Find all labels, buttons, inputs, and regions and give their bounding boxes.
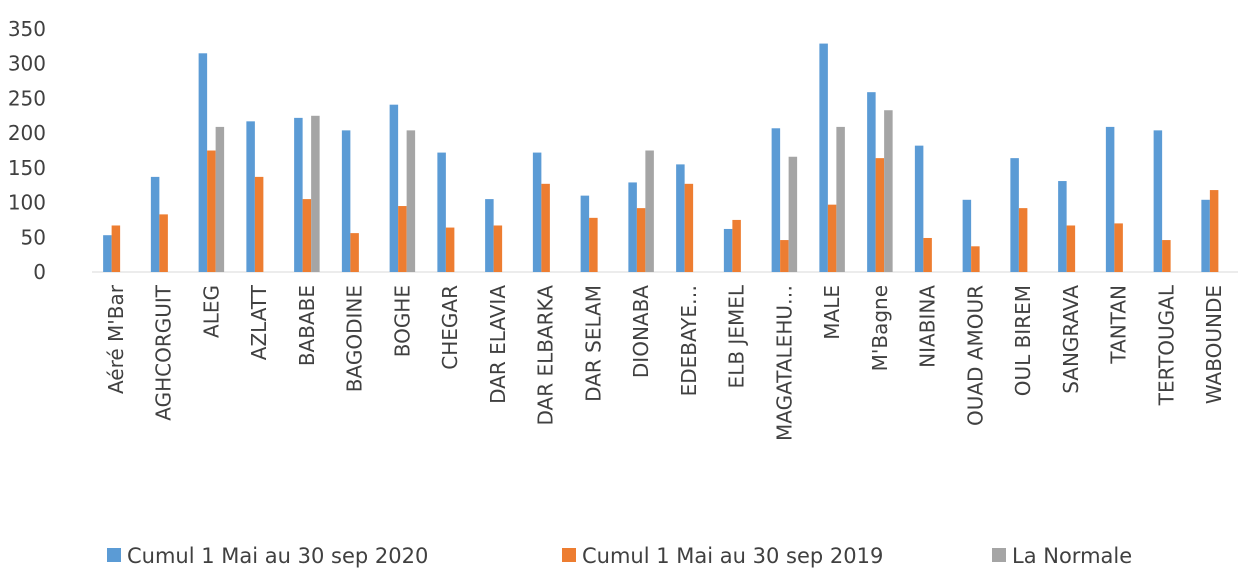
bar	[732, 219, 741, 272]
x-tick-label: EDEBAYE…	[677, 285, 701, 396]
bar	[1114, 223, 1123, 272]
x-tick-label: ELB JEMEL	[725, 284, 749, 388]
bar	[636, 208, 646, 272]
bar	[311, 115, 320, 273]
x-tick-label: BABABE	[295, 285, 319, 366]
bar	[1201, 199, 1210, 272]
legend-swatch	[992, 548, 1006, 562]
bar	[1162, 240, 1171, 272]
x-tick-label: TERTOUGAL	[1154, 284, 1178, 406]
bar	[875, 158, 885, 272]
bar	[350, 233, 359, 272]
bar	[780, 240, 789, 272]
bar	[771, 128, 781, 272]
bar	[867, 92, 876, 273]
bar	[1105, 126, 1115, 272]
x-tick-label: OUL BIREM	[1011, 285, 1035, 396]
x-tick-label: SANGRAVA	[1059, 285, 1083, 394]
bar	[150, 176, 160, 272]
bar	[302, 199, 312, 272]
bar	[1066, 225, 1076, 272]
bar	[971, 246, 980, 272]
y-tick-label: 0	[33, 260, 46, 284]
x-tick-label: DAR ELBARKA	[534, 285, 558, 426]
x-tick-label: CHEGAR	[438, 285, 462, 370]
bar	[103, 235, 112, 272]
bar	[389, 104, 399, 272]
x-tick-label: AGHCORGUIT	[152, 284, 176, 421]
y-tick-label: 100	[8, 191, 46, 215]
legend-label: La Normale	[1012, 544, 1132, 568]
bar	[1018, 208, 1028, 272]
x-tick-label: MAGATALEHU…	[772, 285, 796, 441]
x-tick-label: Aéré M'Bar	[104, 284, 128, 394]
bar	[1010, 158, 1019, 272]
bar	[398, 206, 407, 272]
x-tick-label: NIABINA	[916, 285, 940, 368]
x-tick-label: ALEG	[199, 285, 223, 338]
y-tick-label: 150	[8, 156, 46, 180]
y-tick-label: 350	[8, 17, 46, 41]
bar	[215, 126, 225, 272]
bar	[1058, 181, 1067, 272]
y-tick-label: 300	[8, 52, 46, 76]
x-tick-label: WABOUNDE	[1202, 285, 1226, 404]
bar	[111, 225, 121, 272]
bar	[1153, 130, 1163, 272]
x-tick-label: M'Bagne	[868, 285, 892, 371]
legend-label: Cumul 1 Mai au 30 sep 2019	[582, 544, 883, 568]
bar	[485, 199, 494, 272]
bar	[684, 183, 694, 272]
bar	[914, 145, 924, 272]
bar	[246, 121, 255, 272]
x-tick-label: DIONABA	[629, 285, 653, 378]
bar	[532, 152, 542, 272]
bar	[406, 130, 416, 272]
bar	[836, 126, 845, 272]
bar	[628, 182, 637, 272]
bar	[1209, 190, 1219, 272]
bar	[198, 53, 208, 272]
x-tick-label: DAR ELAVIA	[486, 285, 510, 404]
bar	[437, 152, 446, 272]
y-tick-label: 200	[8, 121, 46, 145]
bar	[589, 217, 598, 272]
bar	[159, 214, 168, 272]
bar	[254, 176, 264, 272]
bar	[341, 130, 351, 272]
x-tick-label: MALE	[820, 285, 844, 340]
y-tick-label: 250	[8, 86, 46, 110]
bar	[541, 183, 550, 272]
legend-label: Cumul 1 Mai au 30 sep 2020	[127, 544, 428, 568]
x-tick-label: OUAD AMOUR	[963, 285, 987, 426]
x-tick-label: TANTAN	[1107, 285, 1131, 365]
bar	[723, 228, 733, 272]
y-tick-label: 50	[21, 225, 46, 249]
bar	[445, 227, 455, 272]
bar	[827, 204, 837, 272]
x-tick-label: AZLATT	[247, 284, 271, 360]
bar	[294, 117, 303, 273]
legend-swatch	[107, 548, 121, 562]
x-tick-label: BAGODINE	[343, 285, 367, 392]
bar	[884, 110, 893, 272]
legend-swatch	[562, 548, 576, 562]
bar	[645, 150, 654, 272]
bar	[676, 164, 685, 272]
bar	[819, 43, 828, 272]
x-tick-label: BOGHE	[390, 285, 414, 357]
bar	[962, 199, 972, 272]
bar	[923, 237, 932, 272]
bar	[580, 195, 590, 272]
bar	[788, 156, 798, 272]
x-tick-label: DAR SELAM	[581, 285, 605, 402]
bar	[493, 225, 503, 272]
bar	[207, 150, 216, 272]
